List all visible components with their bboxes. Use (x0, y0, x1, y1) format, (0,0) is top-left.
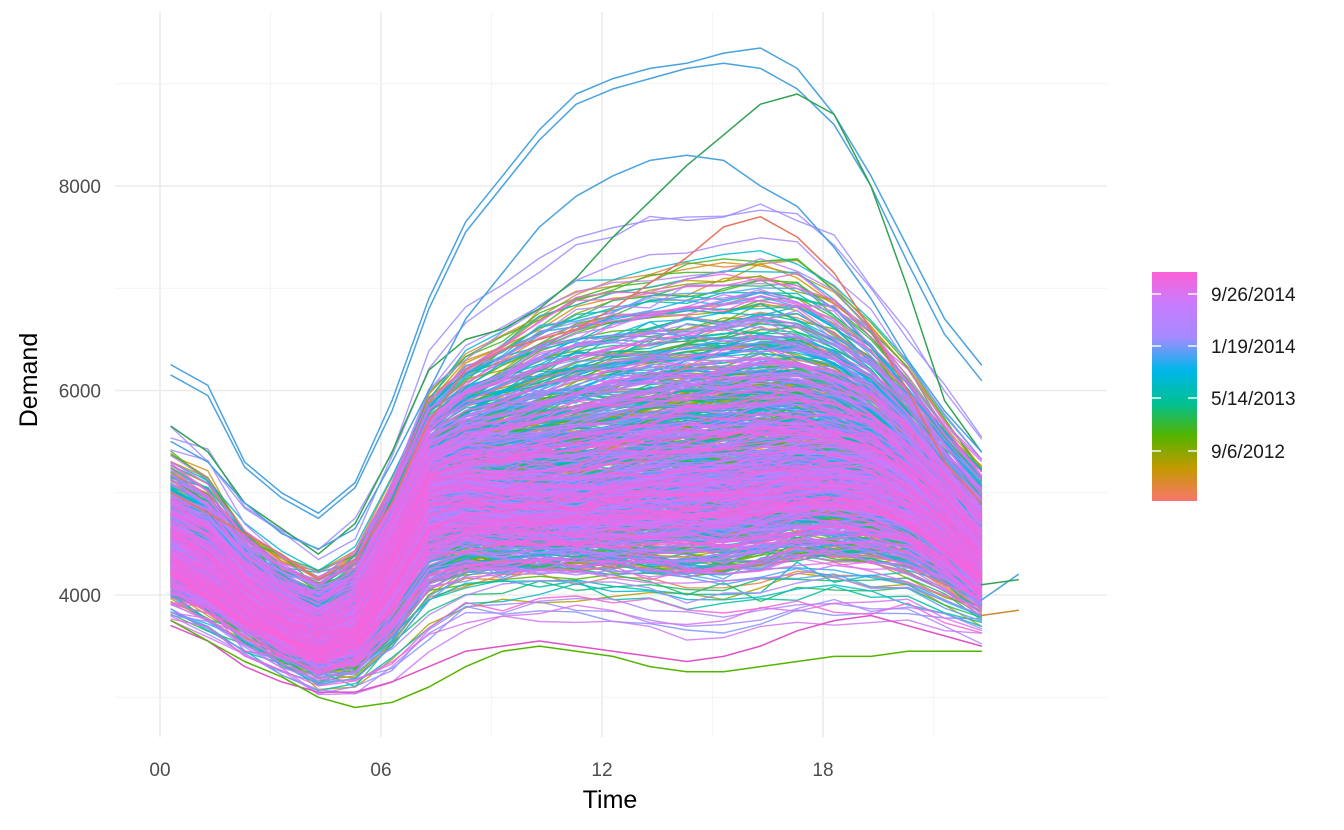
series-line (170, 497, 983, 655)
colorbar-label: 9/26/2014 (1211, 285, 1296, 306)
x-tick-label: 18 (812, 760, 833, 781)
series-line (170, 595, 983, 687)
series-line (170, 598, 983, 682)
series-line (170, 619, 983, 709)
colorbar-label: 5/14/2013 (1211, 389, 1296, 410)
series-line (980, 609, 1019, 617)
series-line (170, 546, 983, 674)
series-line (170, 315, 983, 601)
series-line (170, 62, 983, 520)
colorbar-labels: 9/26/2014 1/19/2014 5/14/2013 9/6/2012 (1211, 285, 1296, 463)
series-line (170, 348, 983, 604)
series-line (170, 493, 983, 663)
series-lines (170, 47, 1019, 709)
series-line (170, 615, 983, 696)
series-line (170, 295, 983, 593)
series-line (170, 385, 983, 619)
series-line (170, 388, 983, 615)
colorbar-ticks (1152, 293, 1197, 452)
series-line (170, 502, 983, 660)
series-line (170, 203, 983, 561)
series-line (170, 597, 983, 695)
x-tick-label: 06 (370, 760, 391, 781)
y-tick-label: 6000 (59, 382, 101, 403)
series-line (170, 553, 983, 671)
y-tick-label: 4000 (59, 586, 101, 607)
series-line (170, 518, 983, 661)
series-line (170, 463, 983, 652)
series-line (170, 426, 983, 632)
colorbar-legend: 9/26/2014 1/19/2014 5/14/2013 9/6/2012 (1152, 272, 1296, 501)
series-line (170, 47, 983, 514)
series-line (170, 614, 983, 693)
series-line (170, 556, 983, 678)
series-line (170, 93, 983, 555)
series-line (170, 295, 983, 586)
series-line (170, 362, 983, 612)
series-line (170, 545, 983, 667)
series-line (170, 503, 983, 648)
series-line (170, 237, 983, 574)
series-line (170, 386, 983, 625)
series-line (170, 446, 983, 637)
colorbar (1152, 272, 1197, 501)
y-axis-title: Demand (15, 333, 43, 428)
colorbar-label: 1/19/2014 (1211, 337, 1296, 358)
x-tick-label: 12 (591, 760, 612, 781)
series-line (170, 282, 983, 586)
series-line (170, 531, 983, 661)
series-line (170, 433, 983, 622)
series-line (170, 453, 983, 650)
colorbar-label: 9/6/2012 (1211, 442, 1285, 463)
x-axis-title: Time (583, 786, 638, 814)
x-tick-label: 00 (149, 760, 170, 781)
series-line (170, 328, 983, 605)
series-line (170, 299, 983, 600)
series-line (980, 578, 1019, 586)
series-line (170, 382, 983, 616)
series-line (170, 415, 983, 628)
series-line (980, 573, 1019, 601)
series-line (170, 401, 983, 625)
series-line (170, 345, 983, 612)
x-axis-tick-labels: 00 06 12 18 (149, 760, 833, 781)
series-line (170, 154, 983, 550)
y-axis-tick-labels: 4000 6000 8000 (59, 177, 101, 607)
y-tick-label: 8000 (59, 177, 101, 198)
series-line (170, 411, 983, 627)
series-line (170, 215, 983, 581)
series-line (170, 487, 983, 652)
